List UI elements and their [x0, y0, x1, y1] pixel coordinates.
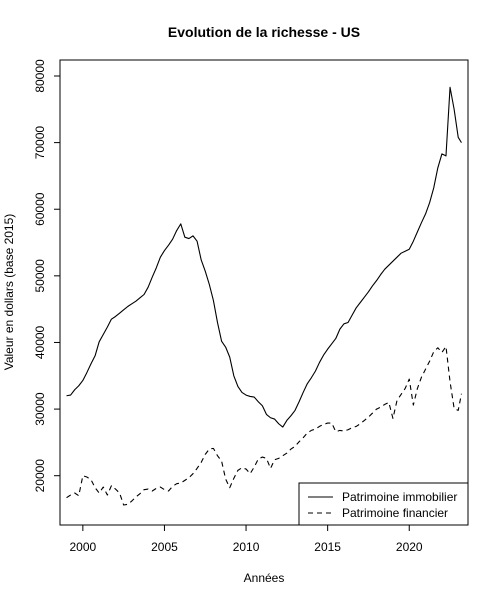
- series-line-financier: [66, 345, 463, 506]
- legend-label-immobilier: Patrimoine immobilier: [342, 490, 457, 504]
- plot-frame: [59, 59, 469, 526]
- y-tick-label: 50000: [33, 259, 47, 293]
- y-axis: 20000 30000 40000 50000 60000 70000 80000: [33, 59, 60, 492]
- x-axis-label: Années: [244, 571, 285, 585]
- x-tick-label: 2000: [69, 540, 96, 554]
- x-tick-label: 2010: [233, 540, 260, 554]
- legend-label-financier: Patrimoine financier: [342, 506, 448, 520]
- y-tick-label: 40000: [33, 325, 47, 359]
- y-axis-label: Valeur en dollars (base 2015): [2, 214, 16, 371]
- legend-box: [298, 482, 469, 526]
- x-axis: 2000 2005 2010 2015 2020: [69, 525, 423, 554]
- y-tick-label: 80000: [33, 59, 47, 93]
- x-tick-label: 2015: [314, 540, 341, 554]
- x-tick-label: 2005: [151, 540, 178, 554]
- series-line-immobilier: [66, 86, 462, 428]
- x-tick-label: 2020: [396, 540, 423, 554]
- series-layer: [66, 86, 463, 506]
- y-tick-label: 30000: [33, 392, 47, 426]
- legend: Patrimoine immobilier Patrimoine financi…: [298, 482, 469, 526]
- chart-title: Evolution de la richesse - US: [168, 24, 360, 40]
- y-tick-label: 60000: [33, 192, 47, 226]
- y-tick-label: 70000: [33, 126, 47, 160]
- y-tick-label: 20000: [33, 459, 47, 493]
